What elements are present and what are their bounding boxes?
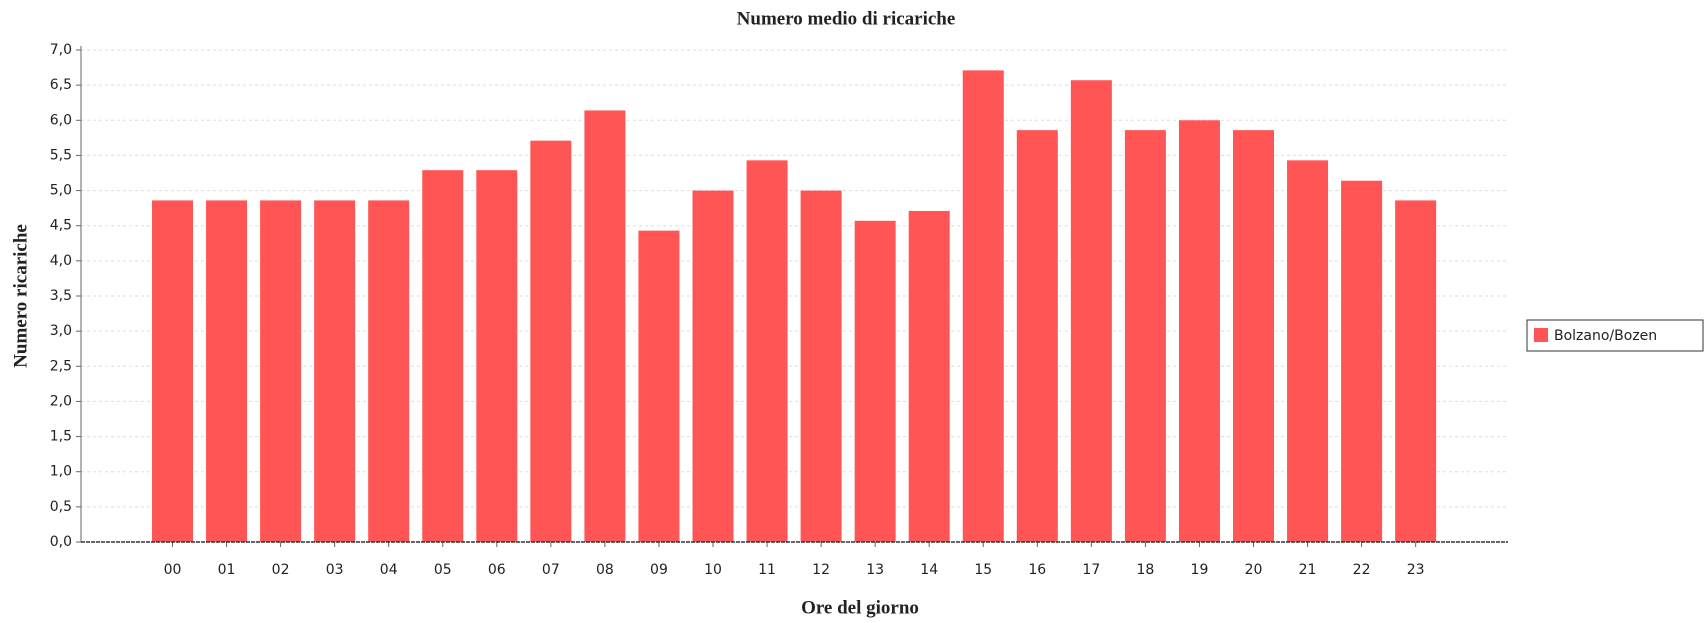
y-tick-label: 3,5 [50,288,72,304]
bar [908,210,950,542]
x-tick-label: 09 [650,562,668,578]
bar [692,190,734,543]
x-tick-label: 15 [974,562,992,578]
x-tick-label: 01 [218,562,236,578]
x-tick-label: 05 [434,562,452,578]
bar [1016,130,1058,542]
x-axis-label: Ore del giorno [801,597,919,618]
bar [206,200,248,542]
legend-box [1526,319,1704,352]
x-tick-label: 14 [920,562,938,578]
bar [530,140,572,542]
bar [152,200,193,542]
x-tick-label: 10 [704,562,722,578]
bar [638,230,680,543]
x-tick-label: 11 [758,562,776,578]
bar [1341,180,1383,542]
chart-title: Numero medio di ricariche [737,8,956,29]
bar [1395,200,1437,542]
x-tick-label: 22 [1353,562,1371,578]
x-tick-label: 03 [326,562,344,578]
x-tick-label: 19 [1191,562,1209,578]
y-tick-label: 1,0 [50,464,72,480]
x-tick-label: 06 [488,562,506,578]
legend-swatch [1534,328,1548,342]
bar [1287,160,1329,542]
bar [854,220,896,542]
legend-label: Bolzano/Bozen [1554,328,1657,344]
y-tick-label: 2,5 [50,358,72,374]
bar [584,110,626,543]
x-tick-label: 16 [1028,562,1046,578]
bar [1070,80,1112,543]
bar [962,70,1004,542]
y-tick-label: 0,0 [50,534,72,550]
bar [422,170,464,542]
y-tick-label: 0,5 [50,499,72,515]
y-tick-label: 7,0 [50,42,72,58]
bar [746,160,788,542]
x-tick-label: 02 [272,562,290,578]
x-tick-label: 08 [596,562,614,578]
x-tick-label: 00 [164,562,182,578]
x-tick-label: 13 [866,562,884,578]
y-axis-label: Numero ricariche [10,224,31,368]
bar [800,190,842,543]
bar [368,200,410,542]
y-tick-label: 6,0 [50,112,72,128]
y-tick-label: 5,0 [50,183,72,199]
bar [1178,120,1220,543]
bar [1124,130,1166,542]
bar [260,200,302,542]
x-tick-label: 17 [1082,562,1100,578]
y-tick-label: 1,5 [50,429,72,445]
y-tick-label: 2,0 [50,393,72,409]
x-tick-label: 07 [542,562,560,578]
y-tick-label: 5,5 [50,147,72,163]
x-tick-label: 04 [380,562,398,578]
y-tick-label: 4,5 [50,218,72,234]
x-tick-label: 18 [1136,562,1154,578]
bar [476,170,518,542]
bar [314,200,356,542]
x-tick-label: 20 [1245,562,1263,578]
y-tick-label: 3,0 [50,323,72,339]
x-tick-label: 23 [1407,562,1425,578]
bar [1233,130,1274,542]
y-tick-label: 4,0 [50,253,72,269]
y-tick-label: 6,5 [50,77,72,93]
x-tick-label: 12 [812,562,830,578]
x-tick-label: 21 [1299,562,1317,578]
